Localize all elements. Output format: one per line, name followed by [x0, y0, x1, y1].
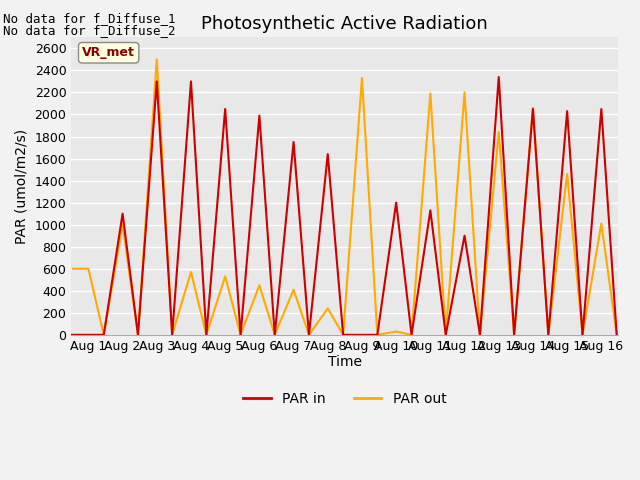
Title: Photosynthetic Active Radiation: Photosynthetic Active Radiation	[202, 15, 488, 33]
X-axis label: Time: Time	[328, 356, 362, 370]
Legend: PAR in, PAR out: PAR in, PAR out	[238, 386, 452, 411]
Text: No data for f_Diffuse_2: No data for f_Diffuse_2	[3, 24, 176, 37]
Y-axis label: PAR (umol/m2/s): PAR (umol/m2/s)	[15, 129, 29, 244]
Text: No data for f_Diffuse_1: No data for f_Diffuse_1	[3, 12, 176, 25]
Text: VR_met: VR_met	[82, 46, 135, 59]
